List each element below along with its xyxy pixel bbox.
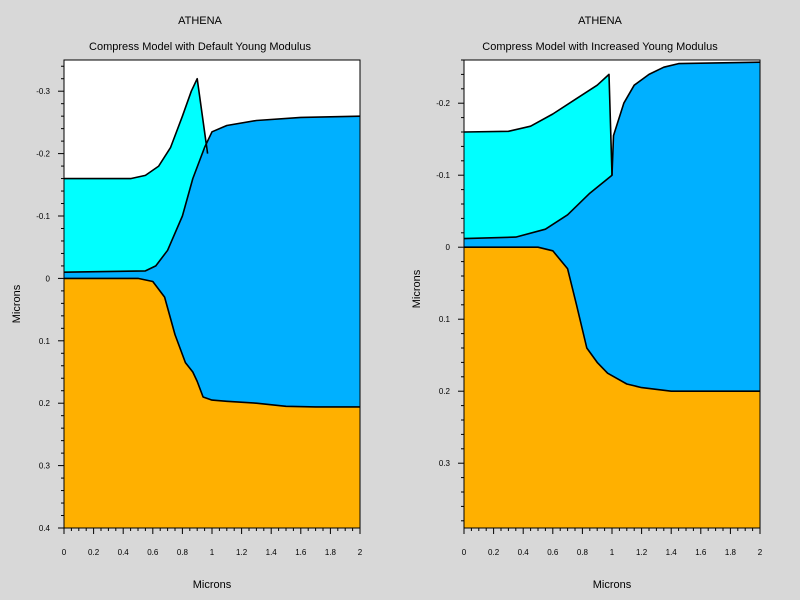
y-tick-label-left: 0.4 (39, 524, 51, 533)
boundary-oxide-right (463, 73, 613, 176)
x-tick-label-right: 1.6 (695, 548, 707, 557)
chart-title-right: Compress Model with Increased Young Modu… (482, 41, 718, 53)
x-tick-label-left: 0 (62, 548, 67, 557)
y-tick-label-left: 0.3 (39, 462, 51, 471)
y-tick-label-right: 0.1 (439, 315, 451, 324)
y-tick-label-left: -0.2 (36, 150, 50, 159)
x-tick-label-left: 1.6 (295, 548, 307, 557)
x-tick-label-right: 1.2 (636, 548, 648, 557)
y-tick-label-right: -0.2 (436, 99, 450, 108)
app-title-right: ATHENA (578, 15, 622, 27)
x-tick-label-right: 0.6 (547, 548, 559, 557)
y-tick-label-right: 0 (446, 243, 451, 252)
x-tick-label-left: 0.6 (147, 548, 159, 557)
x-tick-label-left: 0.2 (88, 548, 100, 557)
y-tick-label-left: 0.2 (39, 399, 51, 408)
y-tick-label-left: 0 (46, 274, 51, 283)
region-oxide-right (464, 74, 612, 239)
region-nitride-left (64, 116, 360, 407)
y-tick-label-left: 0.1 (39, 337, 51, 346)
x-tick-label-left: 0.4 (118, 548, 130, 557)
x-tick-label-left: 1.4 (266, 548, 278, 557)
x-tick-label-left: 0.8 (177, 548, 189, 557)
region-silicon-left (64, 278, 360, 528)
x-tick-label-left: 1 (210, 548, 215, 557)
x-tick-label-right: 2 (758, 548, 763, 557)
x-tick-label-left: 1.2 (236, 548, 248, 557)
panel-left: ATHENA Compress Model with Default Young… (11, 15, 363, 591)
x-axis-label-left: Microns (193, 579, 232, 591)
plot-area-left: 0 0.2 0.4 0.6 0.8 1 1.2 1.4 1.6 1.8 2 -0.3 -0.2 -0.1 0… (36, 59, 363, 557)
y-axis-label-left: Microns (11, 284, 23, 323)
region-oxide-left (64, 78, 208, 273)
y-tick-label-left: -0.3 (36, 87, 50, 96)
boundary-silicon-left (64, 277, 360, 408)
y-tick-label-left: -0.1 (36, 212, 50, 221)
region-nitride-right (464, 62, 760, 392)
x-tick-label-right: 0 (462, 548, 467, 557)
y-tick-label-right: 0.2 (439, 387, 451, 396)
app-title-left: ATHENA (178, 15, 222, 27)
y-axis-label-right: Microns (411, 269, 423, 308)
boundary-oxide-left (64, 77, 209, 180)
y-tick-label-right: 0.3 (439, 459, 451, 468)
region-silicon-right (464, 247, 760, 528)
x-axis-label-right: Microns (593, 579, 632, 591)
boundary-silicon-right (464, 246, 760, 392)
boundary-nitride-right (463, 61, 761, 240)
x-tick-label-left: 2 (358, 548, 363, 557)
plot-area-right: 0 0.2 0.4 0.6 0.8 1 1.2 1.4 1.6 1.8 2 -0.2 -0.1 0 0.1 0… (436, 59, 763, 557)
x-tick-label-right: 0.4 (518, 548, 530, 557)
boundary-nitride-left (63, 115, 361, 273)
x-tick-label-right: 1.8 (725, 548, 737, 557)
x-tick-label-left: 1.8 (325, 548, 337, 557)
x-tick-label-right: 0.2 (488, 548, 500, 557)
chart-title-left: Compress Model with Default Young Modulu… (89, 41, 311, 53)
x-tick-label-right: 1.4 (666, 548, 678, 557)
x-tick-label-right: 0.8 (577, 548, 589, 557)
x-tick-label-right: 1 (610, 548, 615, 557)
y-tick-label-right: -0.1 (436, 171, 450, 180)
panel-right: ATHENA Compress Model with Increased You… (411, 15, 763, 591)
